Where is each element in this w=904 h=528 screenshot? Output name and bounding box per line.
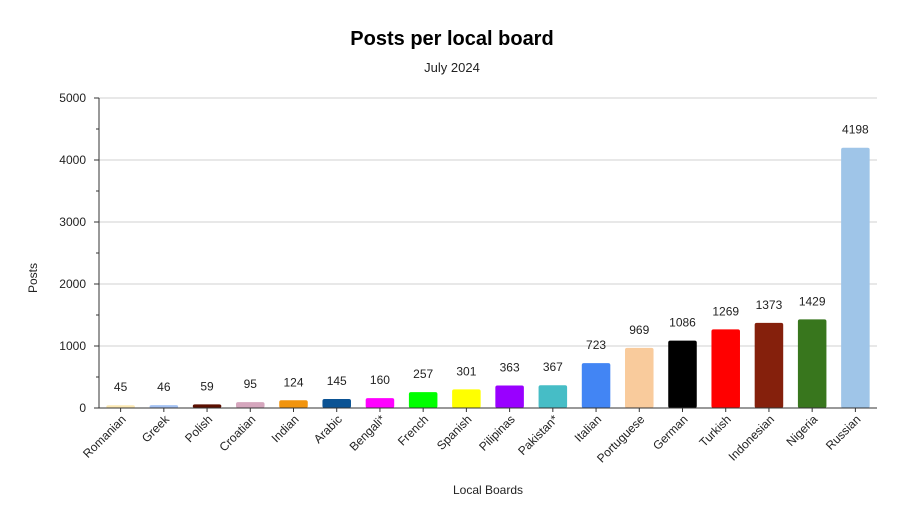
y-tick-label: 3000	[59, 215, 86, 229]
y-axis-label: Posts	[26, 263, 40, 293]
data-label: 145	[327, 374, 347, 388]
x-tick-label: French	[395, 412, 431, 448]
x-tick-label: Pilipinas	[476, 412, 518, 454]
bar-polish	[192, 404, 222, 408]
y-axis-ticks: 0 1000 2000 3000 4000 5000	[59, 91, 99, 415]
chart-title: Posts per local board	[350, 28, 553, 50]
data-label: 1269	[712, 304, 739, 318]
data-labels: 45 46 59 95 124 145 160 257 301 363 367 723 969 1086 1…	[114, 123, 869, 394]
data-label: 257	[413, 367, 433, 381]
data-label: 160	[370, 373, 390, 387]
y-tick-label: 1000	[59, 339, 86, 353]
data-label: 1429	[799, 294, 826, 308]
bar-indian	[279, 400, 308, 408]
x-tick-label: Romanian	[80, 412, 129, 461]
data-label: 1086	[669, 316, 696, 330]
x-tick-label: Pakistan*	[515, 412, 561, 458]
bar-croatian	[236, 402, 265, 408]
x-tick-label: Polish	[182, 412, 215, 445]
bars	[106, 147, 870, 408]
data-label: 46	[157, 380, 171, 394]
data-label: 301	[456, 364, 476, 378]
bar-nigeria	[797, 319, 827, 408]
data-label: 367	[543, 360, 563, 374]
x-tick-label: Russian	[823, 412, 864, 453]
y-tick-label: 2000	[59, 277, 86, 291]
data-label: 4198	[842, 123, 869, 137]
data-label: 95	[244, 377, 258, 391]
x-tick-label: Greek	[139, 412, 173, 446]
x-tick-label: German	[650, 412, 691, 453]
bar-pilipinas	[495, 385, 524, 408]
x-tick-label: Croatian	[216, 412, 258, 454]
bar-spanish	[452, 389, 481, 408]
bar-romanian	[106, 405, 135, 408]
bar-italian	[581, 363, 611, 408]
bar-turkish	[711, 329, 740, 408]
bar-pakistan	[538, 385, 568, 408]
data-label: 1373	[756, 298, 783, 312]
data-label: 45	[114, 380, 128, 394]
data-label: 363	[500, 360, 520, 374]
x-tick-label: Turkish	[696, 412, 733, 449]
data-label: 969	[629, 323, 649, 337]
data-label: 723	[586, 338, 606, 352]
x-tick-label: Portuguese	[594, 412, 648, 466]
bar-greek	[149, 405, 179, 408]
x-tick-label: Spanish	[434, 412, 475, 453]
y-tick-label: 0	[79, 401, 86, 415]
bar-bengali	[365, 398, 395, 408]
x-tick-label: Indonesian	[726, 412, 777, 463]
gridlines	[99, 97, 877, 347]
x-tick-label: Arabic	[311, 412, 345, 446]
x-tick-label: Italian	[572, 412, 605, 445]
y-tick-label: 4000	[59, 153, 86, 167]
bar-portuguese	[625, 347, 654, 408]
x-tick-label: Indian	[269, 412, 302, 445]
bar-russian	[841, 147, 870, 408]
x-axis-label: Local Boards	[453, 483, 523, 497]
data-label: 124	[283, 375, 303, 389]
bar-indonesian	[754, 322, 784, 408]
bar-german	[668, 340, 697, 408]
chart-subtitle: July 2024	[424, 60, 480, 75]
data-label: 59	[200, 379, 214, 393]
x-tick-label: Bengali*	[347, 412, 389, 454]
bar-arabic	[322, 399, 351, 408]
x-axis-ticks: Romanian Greek Polish Croatian Indian Arabic B…	[80, 408, 864, 466]
x-tick-label: Nigeria	[784, 412, 821, 449]
y-tick-label: 5000	[59, 91, 86, 105]
bar-french	[408, 392, 438, 408]
